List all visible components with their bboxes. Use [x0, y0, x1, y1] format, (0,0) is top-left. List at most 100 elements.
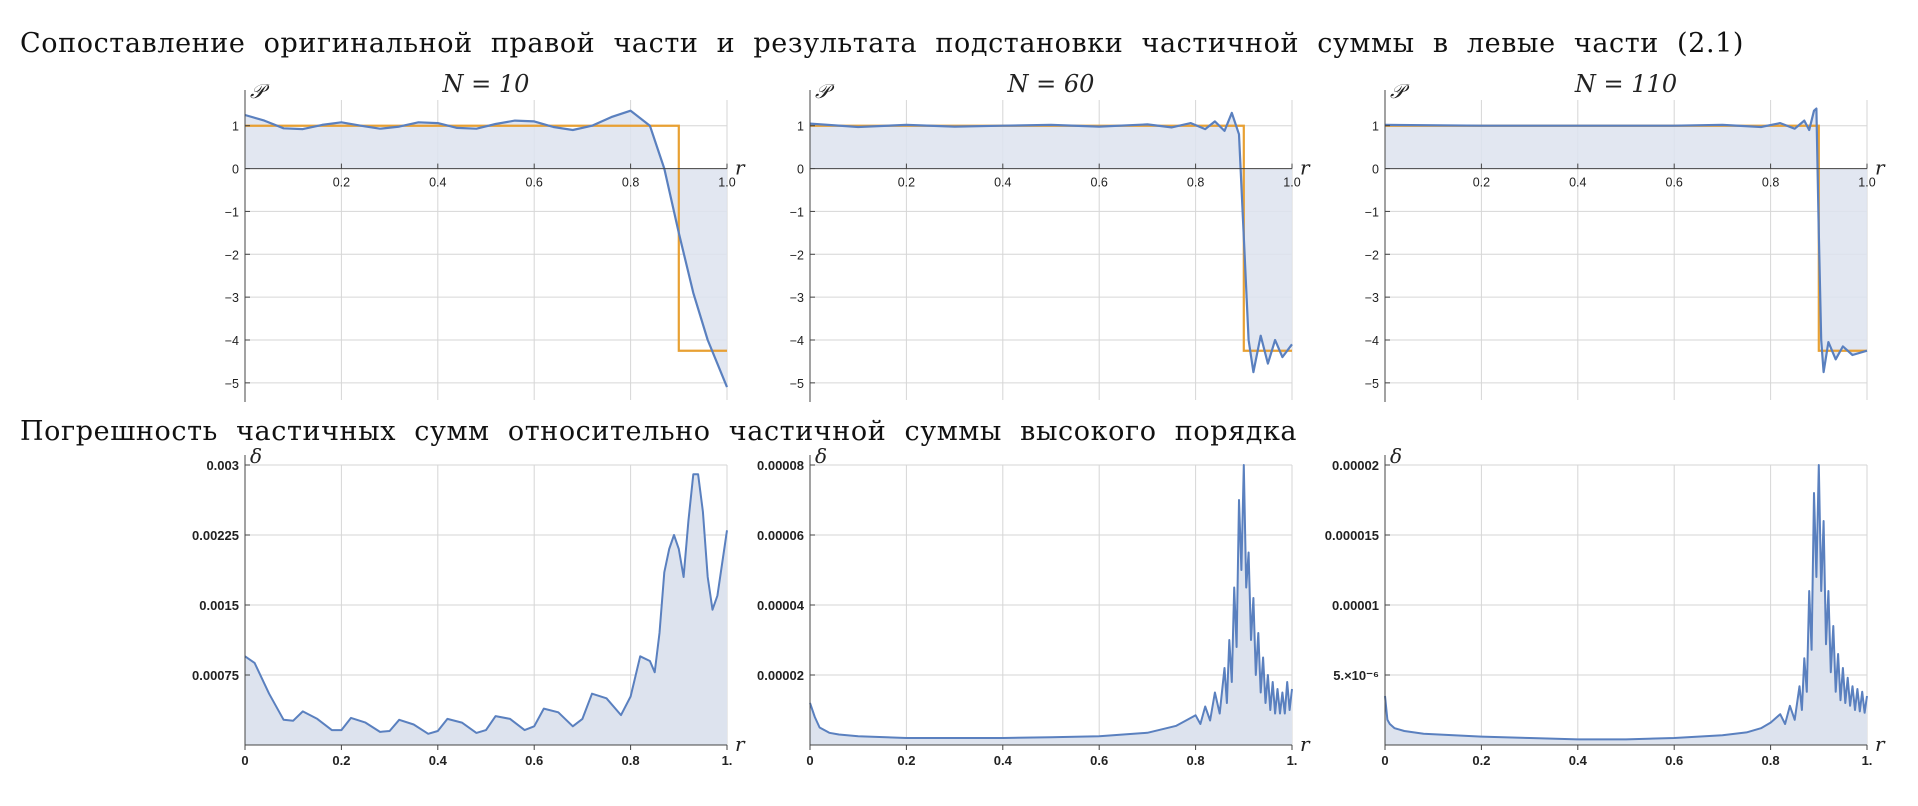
y-tick-label: −2: [790, 248, 804, 262]
chart-panel-5: 0 0.2 0.4 0.6 0.8 1. 0.00002 0.00004 0.00006 0.00…: [757, 444, 1311, 768]
x-axis-label: r: [735, 732, 746, 756]
x-tick-label: 1.0: [1858, 176, 1875, 190]
y-axis-label: 𝒫: [1390, 79, 1410, 103]
x-tick-label: 0.4: [994, 753, 1013, 768]
x-tick-label: 1.: [1862, 753, 1873, 768]
y-axis-label: 𝒫: [815, 79, 835, 103]
y-axis-label: δ: [250, 444, 262, 468]
x-tick-label: 0.2: [1473, 176, 1490, 190]
x-axis-label: r: [1300, 732, 1311, 756]
x-tick-label: 0.2: [332, 753, 350, 768]
y-tick-label: −1: [790, 205, 804, 219]
y-tick-label: −5: [225, 377, 239, 391]
error-shading: [245, 110, 727, 388]
x-tick-label: 0.2: [898, 176, 915, 190]
original-step-line: [245, 124, 727, 352]
y-tick-label: 0.0015: [199, 598, 239, 613]
x-tick-label: 0.8: [1187, 176, 1204, 190]
y-tick-label: −1: [1365, 205, 1379, 219]
y-tick-label: −5: [790, 377, 804, 391]
x-tick-label: 0.8: [1762, 753, 1780, 768]
panel-title: N = 110: [1574, 70, 1677, 98]
x-tick-label: 0.4: [429, 176, 446, 190]
chart-panel-1: 0.2 0.4 0.6 0.8 1.0 1 0 −1 −2 −3 −4 −5 r 𝒫 N = 10: [225, 70, 746, 402]
error-shading: [1385, 108, 1867, 373]
y-tick-label: 0.00006: [757, 528, 804, 543]
y-tick-label: 1: [1372, 120, 1379, 134]
chart-panel-6: 0 0.2 0.4 0.6 0.8 1. 5.×10⁻⁶ 0.00001 0.000015 0.0…: [1325, 444, 1886, 768]
y-tick-label: −1: [225, 205, 239, 219]
x-axis-label: r: [1875, 732, 1886, 756]
y-tick-label: 0.000015: [1325, 528, 1379, 543]
x-tick-label: 1.: [1287, 753, 1298, 768]
y-tick-label: −3: [790, 291, 804, 305]
panel-title: N = 10: [442, 70, 530, 98]
x-tick-label: 0.8: [622, 753, 640, 768]
x-tick-label: 0: [1381, 753, 1388, 768]
x-tick-label: 0.8: [1187, 753, 1205, 768]
y-tick-label: 0.00002: [757, 668, 804, 683]
x-tick-label: 0.8: [622, 176, 639, 190]
x-tick-label: 0.6: [1666, 176, 1683, 190]
y-tick-label: −5: [1365, 377, 1379, 391]
x-tick-label: 0: [806, 753, 813, 768]
x-tick-label: 0.6: [1665, 753, 1683, 768]
y-tick-label: 0.00001: [1332, 598, 1379, 613]
chart-panel-3: 0.2 0.4 0.6 0.8 1.0 1 0 −1 −2 −3 −4 −5 r 𝒫 N = 110: [1365, 70, 1886, 402]
x-tick-label: 0.6: [1091, 176, 1108, 190]
partial-sum-line: [244, 109, 729, 388]
y-tick-label: 0: [232, 163, 239, 177]
error-line: [244, 473, 728, 735]
y-tick-label: 0.00002: [1332, 458, 1379, 473]
section-heading-comparison: Сопоставление оригинальной правой части …: [20, 28, 1745, 59]
y-tick-label: 5.×10⁻⁶: [1333, 668, 1379, 683]
x-tick-label: 0.8: [1762, 176, 1779, 190]
partial-sum-line: [809, 111, 1293, 374]
x-tick-label: 1.0: [1283, 176, 1300, 190]
y-tick-label: 1: [797, 120, 804, 134]
x-tick-label: 0.4: [994, 176, 1011, 190]
x-tick-label: 1.0: [718, 176, 735, 190]
error-shading: [810, 112, 1292, 373]
x-tick-label: 0.4: [1569, 753, 1588, 768]
y-tick-label: 0: [797, 163, 804, 177]
x-tick-label: 0.6: [525, 753, 543, 768]
x-tick-label: 0.4: [429, 753, 448, 768]
error-line: [809, 464, 1293, 739]
chart-panel-4: 0 0.2 0.4 0.6 0.8 1. 0.00075 0.0015 0.00225 0.003…: [192, 444, 746, 768]
y-tick-label: 0.00004: [757, 598, 805, 613]
x-tick-label: 0.6: [1090, 753, 1108, 768]
x-axis-label: r: [1300, 156, 1311, 180]
chart-panel-2: 0.2 0.4 0.6 0.8 1.0 1 0 −1 −2 −3 −4 −5 r 𝒫 N = 60: [790, 70, 1311, 402]
x-tick-label: 0: [241, 753, 248, 768]
y-tick-label: 0.003: [206, 458, 239, 473]
y-tick-label: 0.00225: [192, 528, 239, 543]
x-tick-label: 1.: [722, 753, 733, 768]
y-tick-label: 1: [232, 120, 239, 134]
y-tick-label: −3: [1365, 291, 1379, 305]
y-tick-label: −2: [225, 248, 239, 262]
x-tick-label: 0.2: [1472, 753, 1490, 768]
y-axis-label: δ: [815, 444, 827, 468]
y-axis-label: 𝒫: [250, 79, 270, 103]
y-tick-label: 0: [1372, 163, 1379, 177]
x-tick-label: 0.4: [1569, 176, 1586, 190]
x-tick-label: 0.2: [897, 753, 915, 768]
y-tick-label: 0.00008: [757, 458, 804, 473]
y-tick-label: −3: [225, 291, 239, 305]
y-tick-label: 0.00075: [192, 668, 239, 683]
y-tick-label: −4: [1365, 334, 1379, 348]
x-tick-label: 0.6: [526, 176, 543, 190]
error-line: [1384, 464, 1868, 741]
x-tick-label: 0.2: [333, 176, 350, 190]
x-axis-label: r: [735, 156, 746, 180]
partial-sum-line: [1384, 107, 1868, 374]
y-tick-label: −2: [1365, 248, 1379, 262]
y-tick-label: −4: [225, 334, 239, 348]
error-area: [245, 474, 727, 745]
y-axis-label: δ: [1390, 444, 1402, 468]
panel-title: N = 60: [1007, 70, 1095, 98]
y-tick-label: −4: [790, 334, 804, 348]
x-axis-label: r: [1875, 156, 1886, 180]
